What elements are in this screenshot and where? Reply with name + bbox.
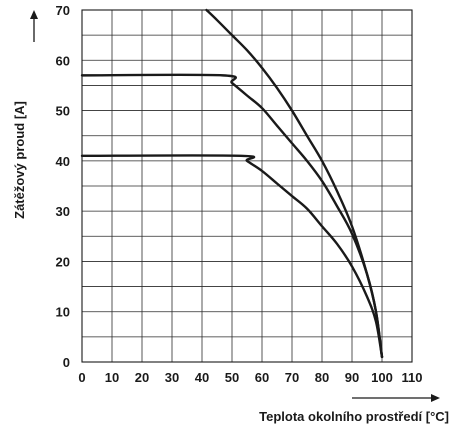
x-tick-label: 40 xyxy=(195,370,209,385)
y-axis-arrowhead xyxy=(30,10,38,19)
y-tick-label: 50 xyxy=(56,104,70,119)
x-axis-arrowhead xyxy=(431,394,440,402)
grid xyxy=(81,9,413,363)
series-line-3 xyxy=(80,154,384,359)
y-tick-label: 70 xyxy=(56,3,70,18)
series-line-2 xyxy=(80,73,384,359)
x-axis-label: Teplota okolního prostředí [°C] xyxy=(259,409,449,424)
x-tick-label: 110 xyxy=(402,370,423,385)
y-tick-label: 20 xyxy=(56,254,70,269)
plot-frame xyxy=(81,9,413,363)
y-tick-label: 60 xyxy=(56,53,70,68)
y-axis-label: Zátěžový proud [A] xyxy=(12,101,27,219)
x-tick-label: 50 xyxy=(225,370,239,385)
x-tick-label: 60 xyxy=(255,370,269,385)
x-tick-label: 90 xyxy=(345,370,359,385)
x-tick-label: 70 xyxy=(285,370,299,385)
x-tick-label: 30 xyxy=(165,370,179,385)
curves xyxy=(80,8,384,359)
y-tick-label: 40 xyxy=(56,154,70,169)
x-tick-label: 10 xyxy=(105,370,119,385)
y-tick-label: 10 xyxy=(56,305,70,320)
y-axis-ticks: 0 10 20 30 40 50 60 70 xyxy=(56,3,70,370)
x-tick-label: 80 xyxy=(315,370,329,385)
series-line-1 xyxy=(205,8,384,359)
y-tick-label: 30 xyxy=(56,204,70,219)
x-axis-ticks: 0 10 20 30 40 50 60 70 80 90 100 110 xyxy=(78,370,422,385)
x-tick-label: 20 xyxy=(135,370,149,385)
y-tick-label: 0 xyxy=(63,355,70,370)
x-tick-label: 0 xyxy=(78,370,85,385)
x-tick-label: 100 xyxy=(371,370,393,385)
